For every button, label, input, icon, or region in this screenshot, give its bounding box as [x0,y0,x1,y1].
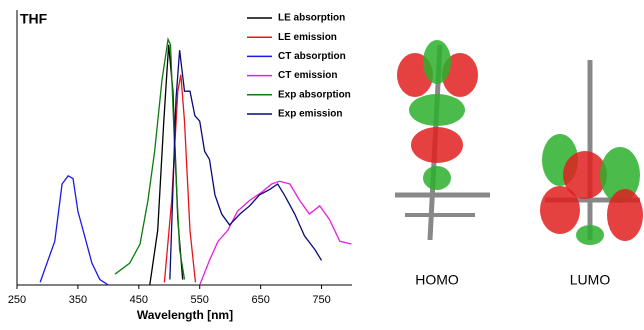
line [170,50,322,279]
x-tick-label: 450 [130,294,148,306]
x-tick-label: 750 [312,294,330,306]
x-tick-label: 550 [191,294,209,306]
homo-molecule [395,40,490,240]
legend-label: LE absorption [278,13,345,24]
x-axis-label: Wavelength [nm] [137,308,233,322]
legend-label: CT absorption [278,51,346,62]
orbital-label: LUMO [570,272,611,288]
legend-label: Exp absorption [278,89,351,100]
orbital-label: HOMO [415,272,459,288]
x-tick-label: 350 [69,294,87,306]
lumo-molecule [540,60,643,245]
legend-label: LE emission [278,32,337,43]
legend-label: Exp emission [278,109,342,120]
line [200,181,352,285]
annotation: THF [20,11,48,27]
line [40,176,108,285]
x-tick-label: 250 [8,294,26,306]
x-tick-label: 650 [251,294,269,306]
legend-label: CT emission [278,70,337,81]
figure: THF Wavelength [nm] HOMO LUMO 250 350 450 5… [0,0,644,325]
